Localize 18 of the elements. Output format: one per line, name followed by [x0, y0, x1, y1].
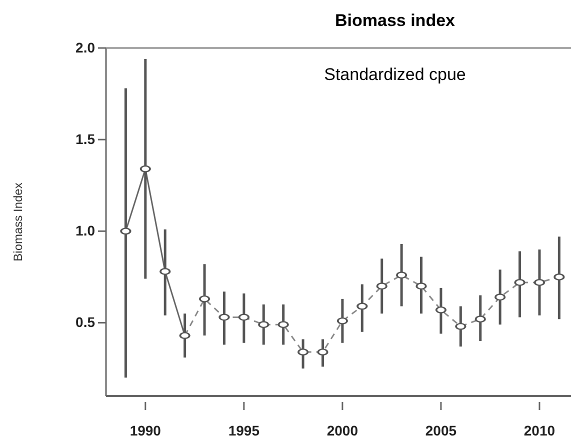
- point: [534, 278, 545, 286]
- y-tick-label: 1.5: [76, 131, 96, 148]
- y-tick-label: 0.5: [76, 314, 96, 330]
- x-tick-label: 2005: [425, 422, 457, 438]
- x-tick-label: 2010: [524, 422, 556, 438]
- y-tick-label: 1.0: [76, 222, 96, 239]
- point: [199, 295, 210, 303]
- y-tick-label: 2.0: [76, 39, 96, 56]
- x-tick-label: 1990: [130, 422, 162, 438]
- x-tick-label: 2000: [326, 422, 358, 438]
- y-axis-title: Biomass Index: [11, 182, 25, 262]
- point: [298, 348, 308, 356]
- text: Standardized cpue: [324, 65, 466, 84]
- point: [337, 317, 348, 325]
- x-tick-label: 1995: [228, 422, 260, 438]
- point: [436, 306, 446, 314]
- chart-title: Biomass index: [335, 11, 456, 30]
- point: [494, 293, 506, 301]
